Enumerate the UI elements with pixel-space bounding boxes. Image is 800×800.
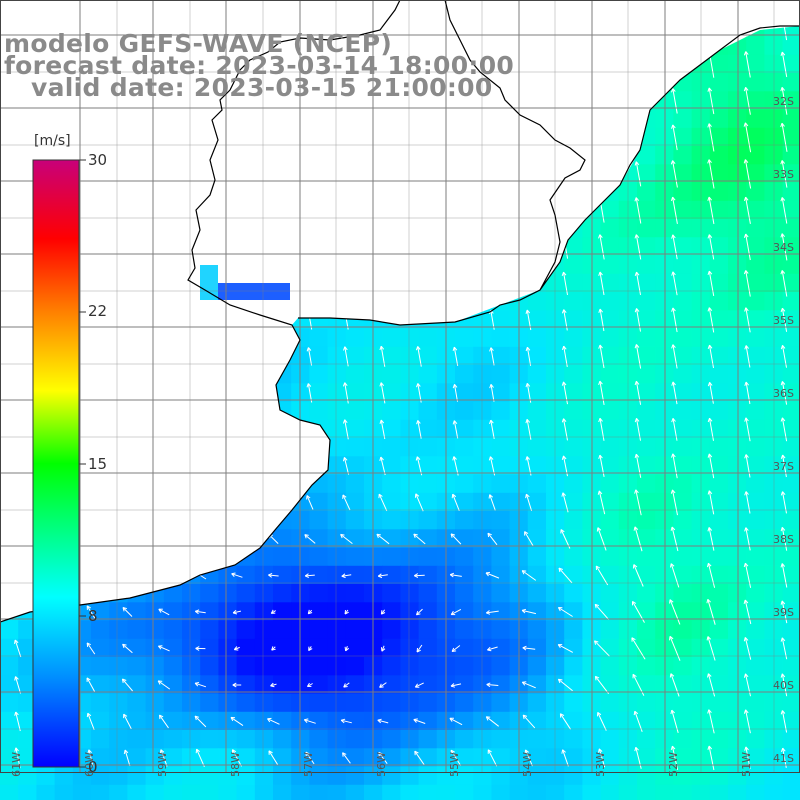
longitude-label: 56W (375, 752, 388, 777)
latitude-label: 33S (773, 168, 794, 181)
longitude-label: 52W (667, 752, 680, 777)
latitude-label: 36S (773, 387, 794, 400)
wind-direction-arrows (14, 15, 788, 771)
latitude-label: 39S (773, 606, 794, 619)
colorbar-tick-22: 22 (88, 302, 108, 320)
latitude-label: 37S (773, 460, 794, 473)
colorbar (32, 159, 80, 768)
longitude-label: 53W (594, 752, 607, 777)
longitude-label: 54W (521, 752, 534, 777)
longitude-label: 51W (740, 752, 753, 777)
latitude-label: 40S (773, 679, 794, 692)
longitude-label: 57W (302, 752, 315, 777)
latitude-label: 34S (773, 241, 794, 254)
colorbar-tick-30: 30 (88, 151, 108, 169)
latitude-label: 35S (773, 314, 794, 327)
colorbar-tick-15: 15 (88, 455, 108, 473)
coastline (0, 0, 800, 623)
latitude-label: 41S (773, 752, 794, 765)
longitude-label: 58W (229, 752, 242, 777)
colorbar-tick-8: 8 (88, 607, 98, 625)
colorbar-tick-0: 0 (88, 758, 98, 776)
longitude-label: 59W (156, 752, 169, 777)
longitude-label: 55W (448, 752, 461, 777)
title-line-1: modelo GEFS-WAVE (NCEP) (4, 29, 393, 58)
latitude-label: 38S (773, 533, 794, 546)
longitude-label: 61W (10, 752, 23, 777)
graticule (0, 0, 800, 772)
title-line-2: forecast date: 2023-03-14 18:00:00 (4, 51, 515, 80)
colorbar-unit: [m/s] (34, 133, 71, 149)
title-line-3: valid date: 2023-03-15 21:00:00 (4, 73, 493, 102)
latitude-label: 32S (773, 95, 794, 108)
